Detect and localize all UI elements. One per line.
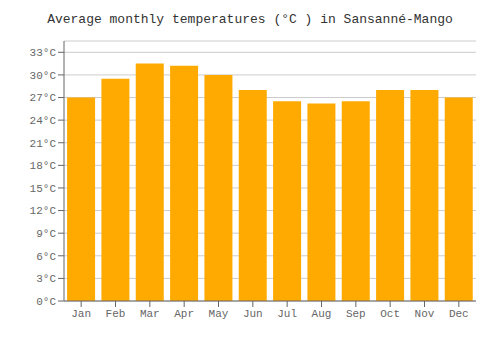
svg-text:Apr: Apr <box>174 308 194 320</box>
svg-text:21°C: 21°C <box>30 138 57 150</box>
svg-text:Feb: Feb <box>106 308 126 320</box>
svg-text:Nov: Nov <box>415 308 435 320</box>
svg-text:Jan: Jan <box>71 308 91 320</box>
svg-text:12°C: 12°C <box>30 205 57 217</box>
svg-text:18°C: 18°C <box>30 160 57 172</box>
svg-text:24°C: 24°C <box>30 115 57 127</box>
svg-text:9°C: 9°C <box>36 228 56 240</box>
svg-text:3°C: 3°C <box>36 273 56 285</box>
svg-text:30°C: 30°C <box>30 70 57 82</box>
svg-text:33°C: 33°C <box>30 47 57 59</box>
svg-text:6°C: 6°C <box>36 251 56 263</box>
svg-text:0°C: 0°C <box>36 296 56 308</box>
svg-text:Oct: Oct <box>380 308 400 320</box>
svg-text:Dec: Dec <box>449 308 469 320</box>
svg-text:Aug: Aug <box>312 308 332 320</box>
svg-text:Jul: Jul <box>277 308 297 320</box>
svg-text:May: May <box>209 308 229 320</box>
svg-text:27°C: 27°C <box>30 92 57 104</box>
html-text:Average monthly temperatures (: Average monthly temperatures (°C ) in Sa… <box>47 12 453 27</box>
svg-text:15°C: 15°C <box>30 183 57 195</box>
svg-text:Sep: Sep <box>346 308 366 320</box>
svg-text:Jun: Jun <box>243 308 263 320</box>
svg-text:Mar: Mar <box>140 308 160 320</box>
